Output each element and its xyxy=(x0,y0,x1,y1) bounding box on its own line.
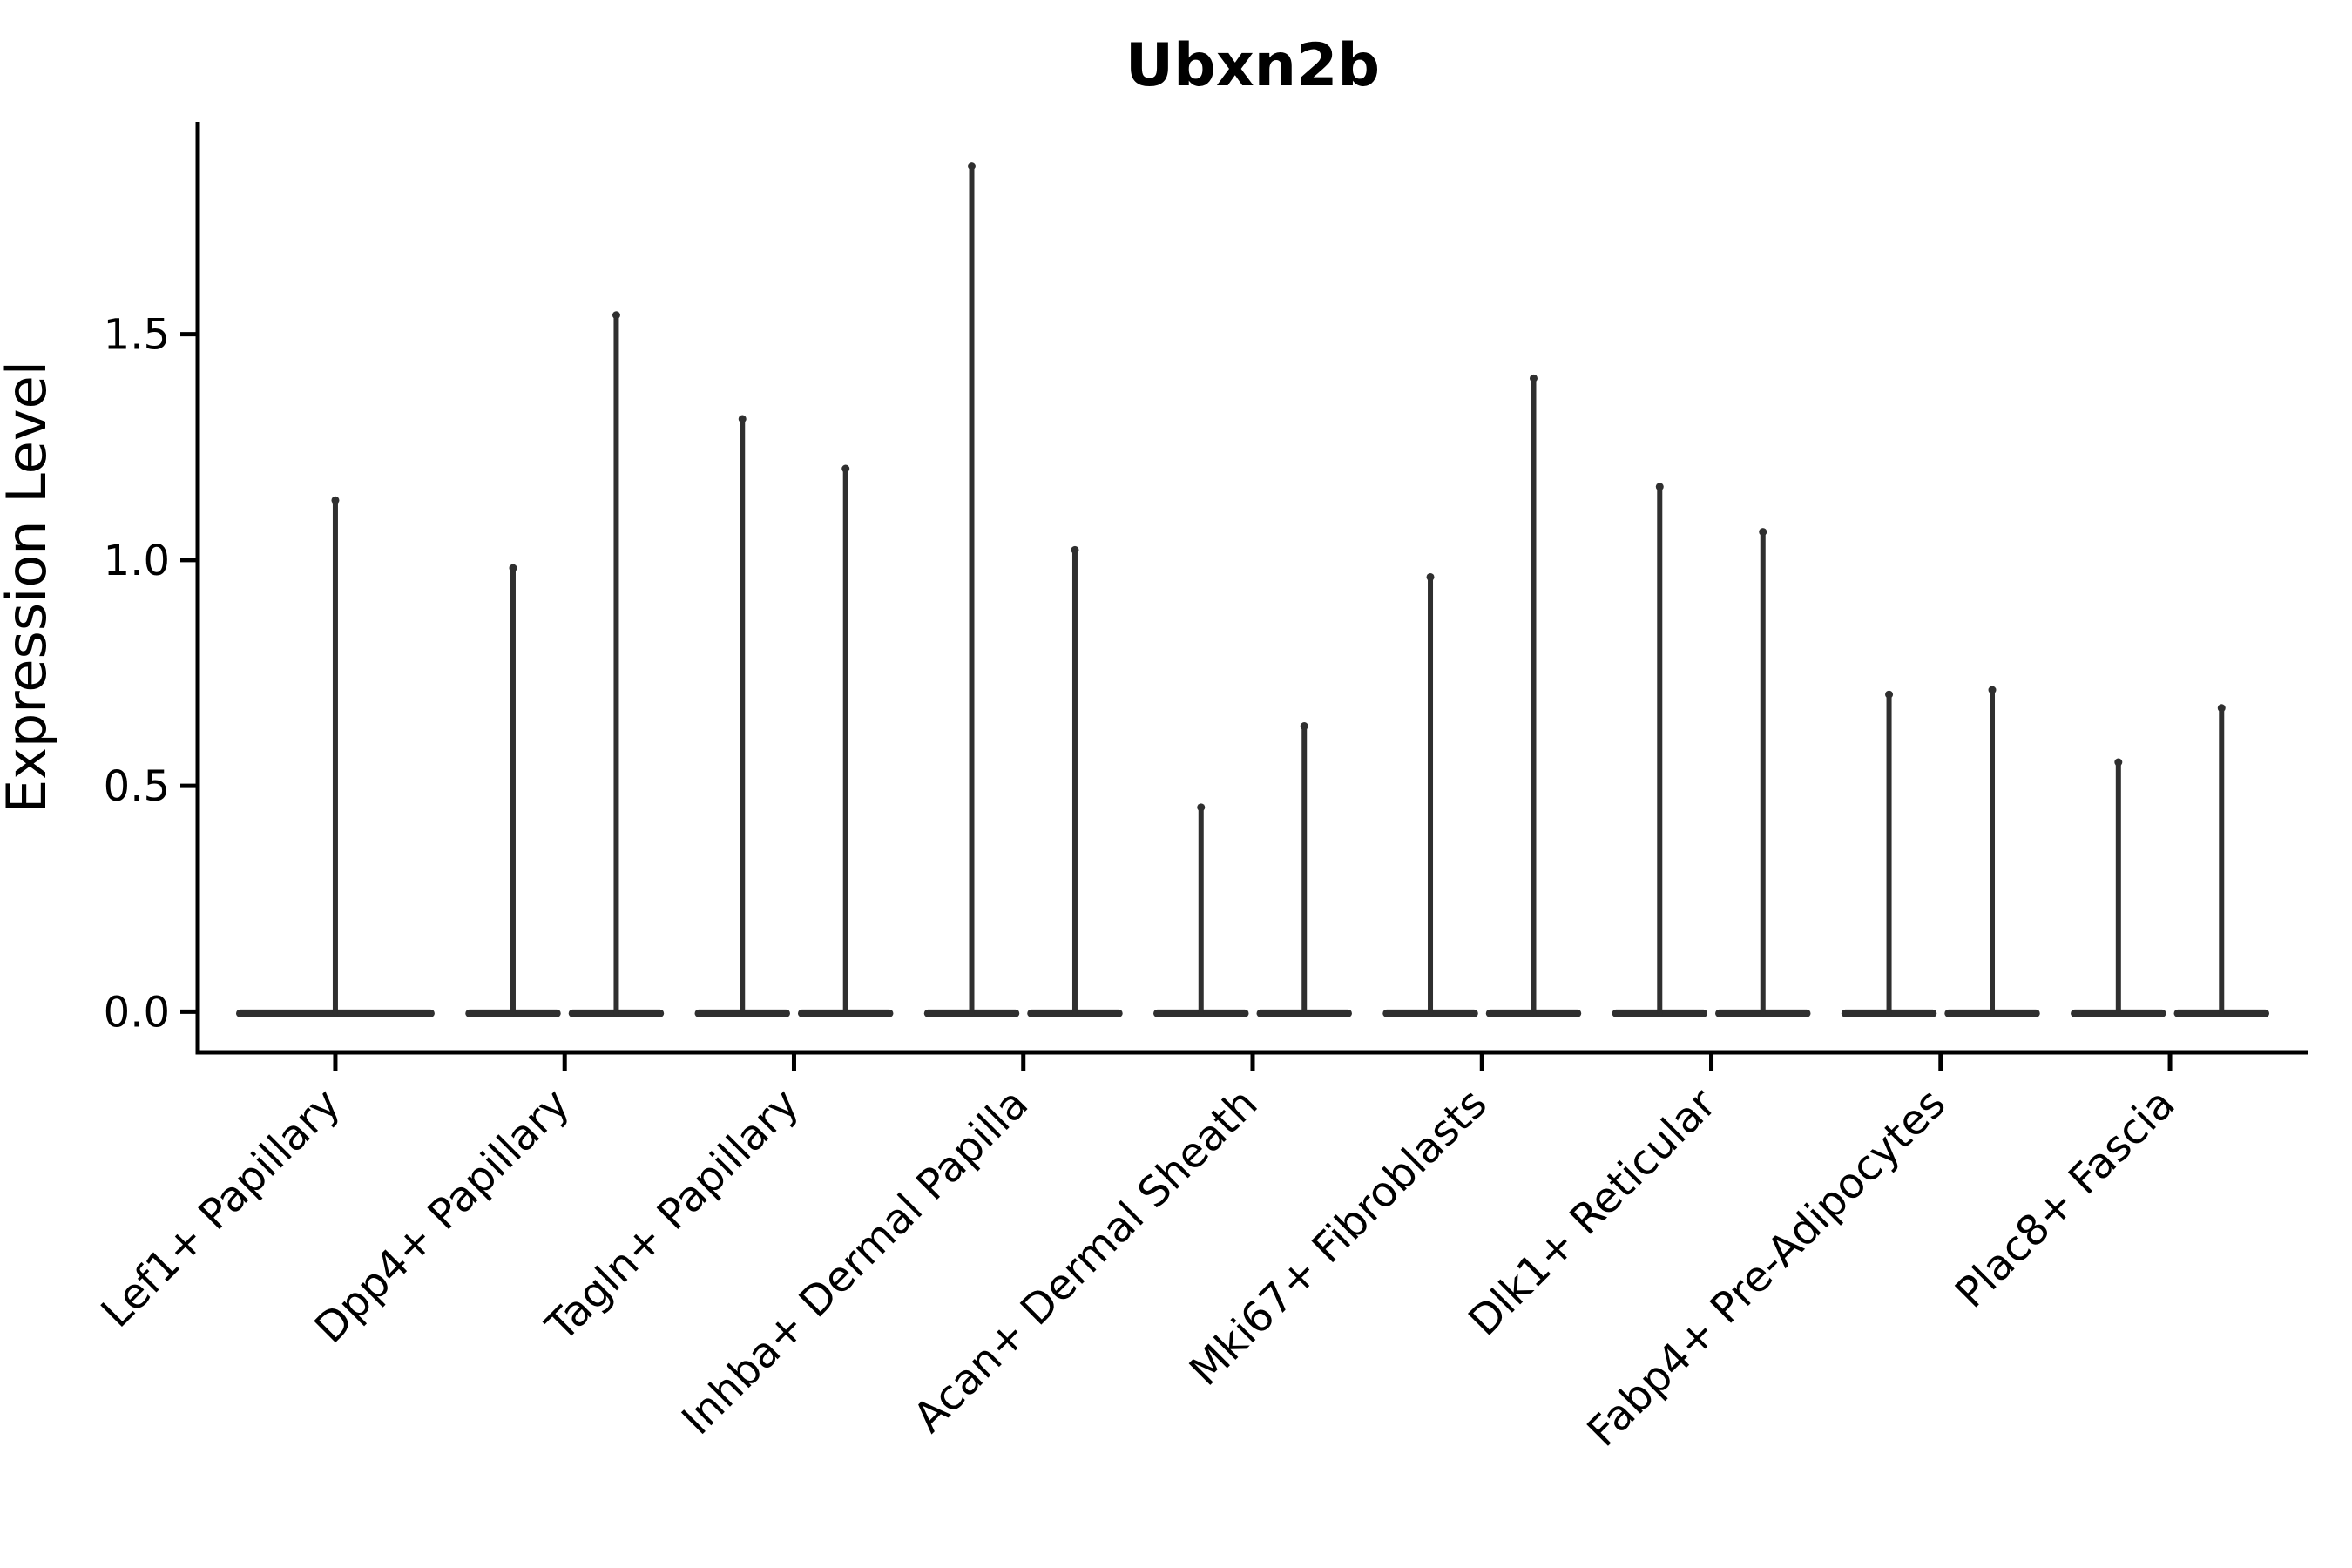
violin-spike-tip xyxy=(1300,722,1308,731)
violin-spike-tip xyxy=(2217,704,2226,713)
violin-spike-tip xyxy=(509,564,517,572)
violin-spike-tip xyxy=(2114,758,2123,767)
y-axis-title: Expression Level xyxy=(0,361,58,814)
violin-spike-tip xyxy=(968,162,977,171)
x-tick-label: Tagln+ Papillary xyxy=(537,1079,808,1351)
x-tick-label: Dpp4+ Papillary xyxy=(306,1079,579,1353)
violin-spike-tip xyxy=(1426,572,1435,581)
violin-spike-tip xyxy=(738,415,747,423)
x-tick-label: Plac8+ Fascia xyxy=(1946,1079,2185,1318)
violin-spike-tip xyxy=(841,464,850,473)
chart-title: Ubxn2b xyxy=(1125,31,1380,100)
y-tick-label: 1.0 xyxy=(104,537,170,585)
violin-spike-tip xyxy=(1885,690,1894,699)
y-tick-label: 1.5 xyxy=(104,311,170,360)
violin-spike-tip xyxy=(1759,528,1767,537)
violin-spike-tip xyxy=(1529,374,1538,382)
violin-spike-tip xyxy=(1197,803,1206,812)
violin-spike-tip xyxy=(1988,686,1997,694)
violin-spike-tip xyxy=(612,311,620,320)
violin-spike-tip xyxy=(1655,483,1664,491)
x-tick-label: Dlk1+ Reticular xyxy=(1459,1079,1726,1346)
violin-spike-tip xyxy=(1071,545,1079,554)
x-tick-label: Lef1+ Papillary xyxy=(91,1079,349,1337)
y-tick-label: 0.0 xyxy=(104,988,170,1037)
y-tick-label: 0.5 xyxy=(104,762,170,811)
violin-spike-tip xyxy=(331,496,340,504)
